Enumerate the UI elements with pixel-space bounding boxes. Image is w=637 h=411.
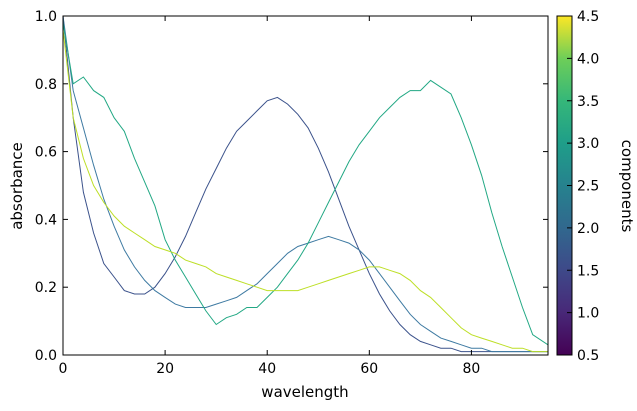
colorbar-tick-label: 1.0	[577, 306, 599, 322]
plot-area: 0 20 40 60 80 0.00.20.40.60.81.0 wavelength …	[8, 9, 549, 401]
colorbar-tick-label: 4.5	[577, 9, 599, 25]
series-lines	[63, 16, 548, 353]
x-tick-label: 0	[59, 361, 68, 377]
colorbar-tick-label: 2.0	[577, 221, 599, 237]
series-line-4	[63, 29, 548, 353]
y-axis: 0.0 0.2 0.4 0.6 0.8 1.0	[35, 9, 548, 364]
y-tick-label: 0.2	[35, 280, 57, 296]
colorbar-tick-label: 2.5	[577, 179, 599, 195]
colorbar-tick-label: 1.5	[577, 263, 599, 279]
y-tick-label: 0.6	[35, 145, 57, 161]
plot-frame	[62, 15, 549, 356]
y-tick-label: 0.8	[35, 77, 57, 93]
series-line-2	[63, 16, 548, 353]
x-tick-label: 40	[258, 361, 276, 377]
y-tick-label: 0.0	[35, 348, 57, 364]
series-line-3	[63, 22, 548, 346]
x-tick-label: 20	[156, 361, 174, 377]
x-tick-label: 80	[463, 361, 481, 377]
colorbar-tick-label: 0.5	[577, 348, 599, 364]
y-axis-label: absorbance	[8, 142, 26, 230]
x-axis-label: wavelength	[261, 383, 348, 401]
colorbar-tick-label: 4.0	[577, 51, 599, 67]
colorbar-tick-label: 3.5	[577, 94, 599, 110]
colorbar: 0.5 1.0 1.5 2.0 2.5 3.0 3.5 4.0 4.5 components	[556, 9, 636, 364]
colorbar-tick-label: 3.0	[577, 136, 599, 152]
y-tick-label: 0.4	[35, 212, 57, 228]
colorbar-label: components	[618, 140, 636, 233]
y-tick-label: 1.0	[35, 9, 57, 25]
x-axis: 0 20 40 60 80	[59, 16, 481, 377]
series-line-1	[63, 16, 548, 353]
colorbar-axis: 0.5 1.0 1.5 2.0 2.5 3.0 3.5 4.0 4.5	[567, 9, 599, 364]
x-tick-label: 60	[360, 361, 378, 377]
